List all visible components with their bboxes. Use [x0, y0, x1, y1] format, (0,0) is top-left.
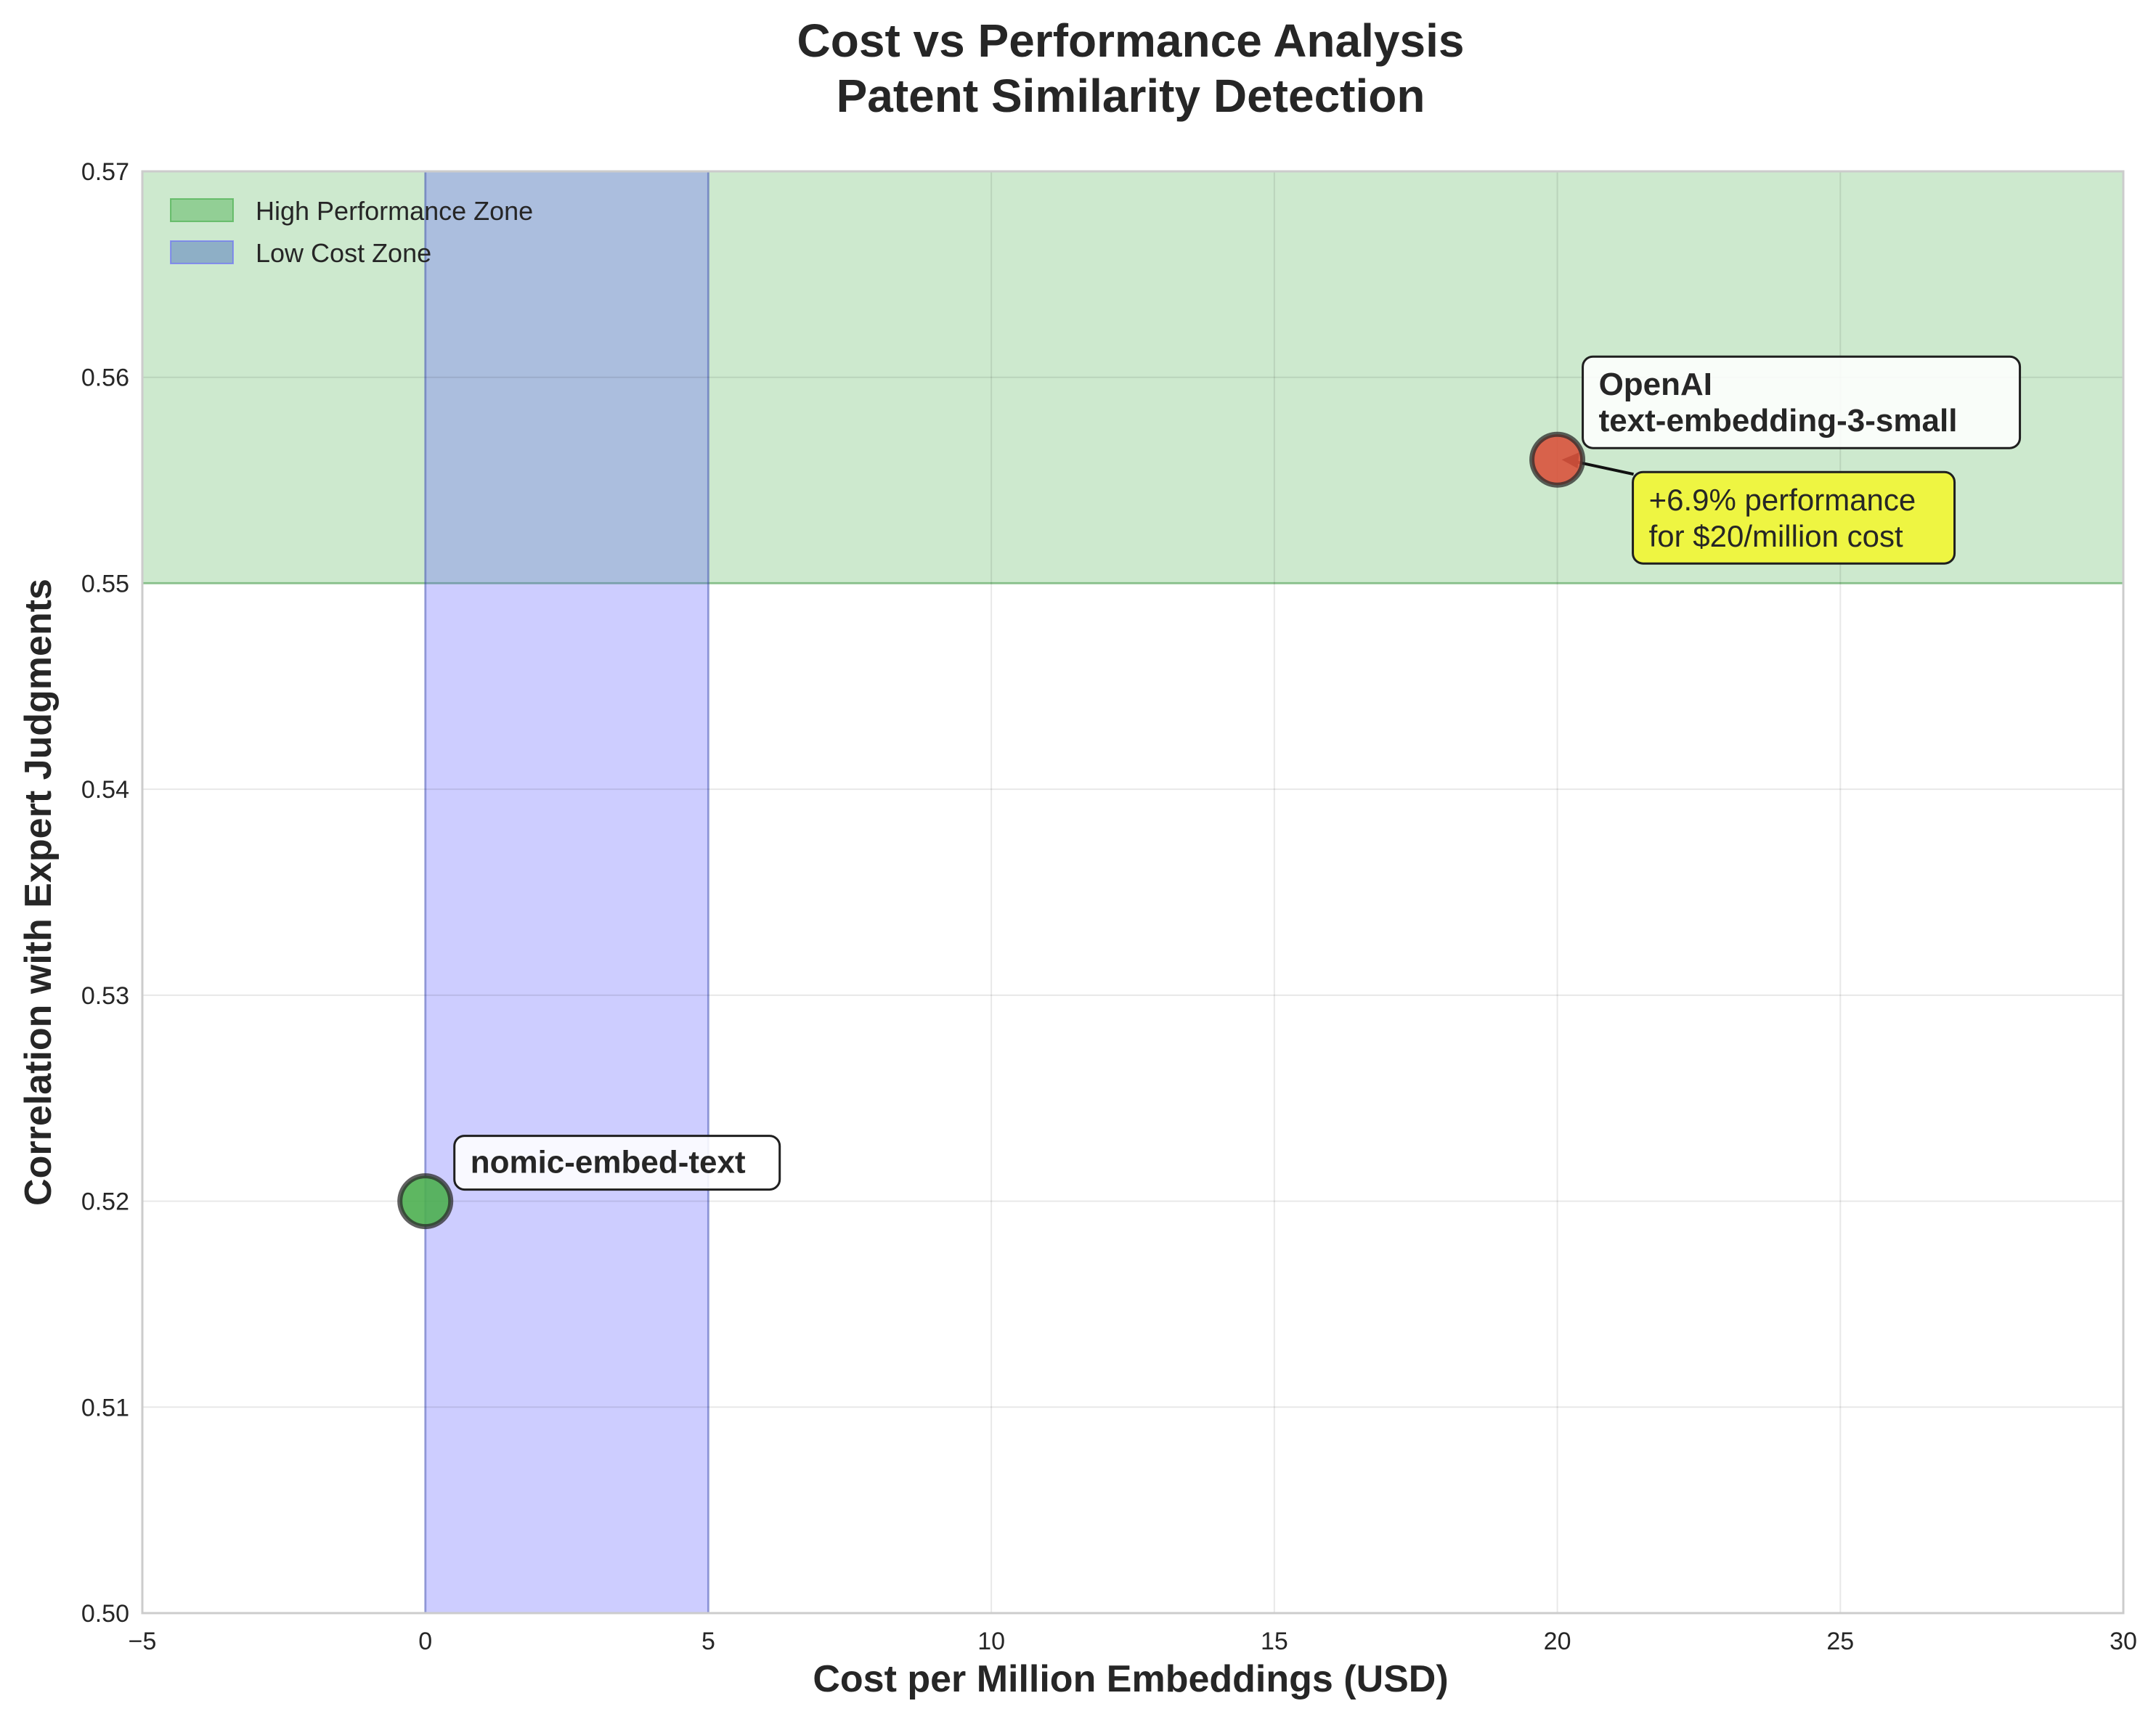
x-tick-label: 30	[2110, 1628, 2137, 1655]
x-tick-label: 0	[418, 1628, 432, 1655]
legend-label-high-performance: High Performance Zone	[256, 196, 533, 226]
point-label-text: text-embedding-3-small	[1599, 403, 1958, 438]
y-tick-label: 0.54	[81, 776, 129, 804]
y-tick-label: 0.53	[81, 982, 129, 1010]
chart-title-line-2: Patent Similarity Detection	[837, 70, 1425, 122]
x-tick-label: 5	[701, 1628, 715, 1655]
zone-low-cost	[426, 171, 709, 1613]
x-tick-label: 10	[977, 1628, 1005, 1655]
annotation-text: +6.9% performance	[1649, 483, 1916, 517]
y-tick-label: 0.56	[81, 364, 129, 392]
legend-label-low-cost: Low Cost Zone	[256, 238, 431, 268]
data-point	[1532, 434, 1583, 485]
y-tick-label: 0.52	[81, 1188, 129, 1216]
legend-swatch-high-performance	[171, 199, 233, 221]
point-label-text: OpenAI	[1599, 367, 1712, 402]
legend-swatch-low-cost	[171, 241, 233, 264]
y-axis-label: Correlation with Expert Judgments	[17, 579, 60, 1206]
x-tick-label: 20	[1544, 1628, 1571, 1655]
annotation-text: for $20/million cost	[1649, 519, 1903, 553]
x-tick-label: −5	[129, 1628, 157, 1655]
x-tick-label: 25	[1826, 1628, 1854, 1655]
y-tick-label: 0.55	[81, 570, 129, 597]
x-tick-label: 15	[1261, 1628, 1288, 1655]
x-axis-label: Cost per Million Embeddings (USD)	[813, 1658, 1448, 1700]
data-point	[400, 1176, 451, 1227]
chart-title-line-1: Cost vs Performance Analysis	[797, 15, 1465, 67]
y-tick-label: 0.50	[81, 1600, 129, 1628]
y-tick-label: 0.51	[81, 1394, 129, 1421]
point-label-text: nomic-embed-text	[471, 1145, 746, 1180]
y-tick-label: 0.57	[81, 158, 129, 186]
